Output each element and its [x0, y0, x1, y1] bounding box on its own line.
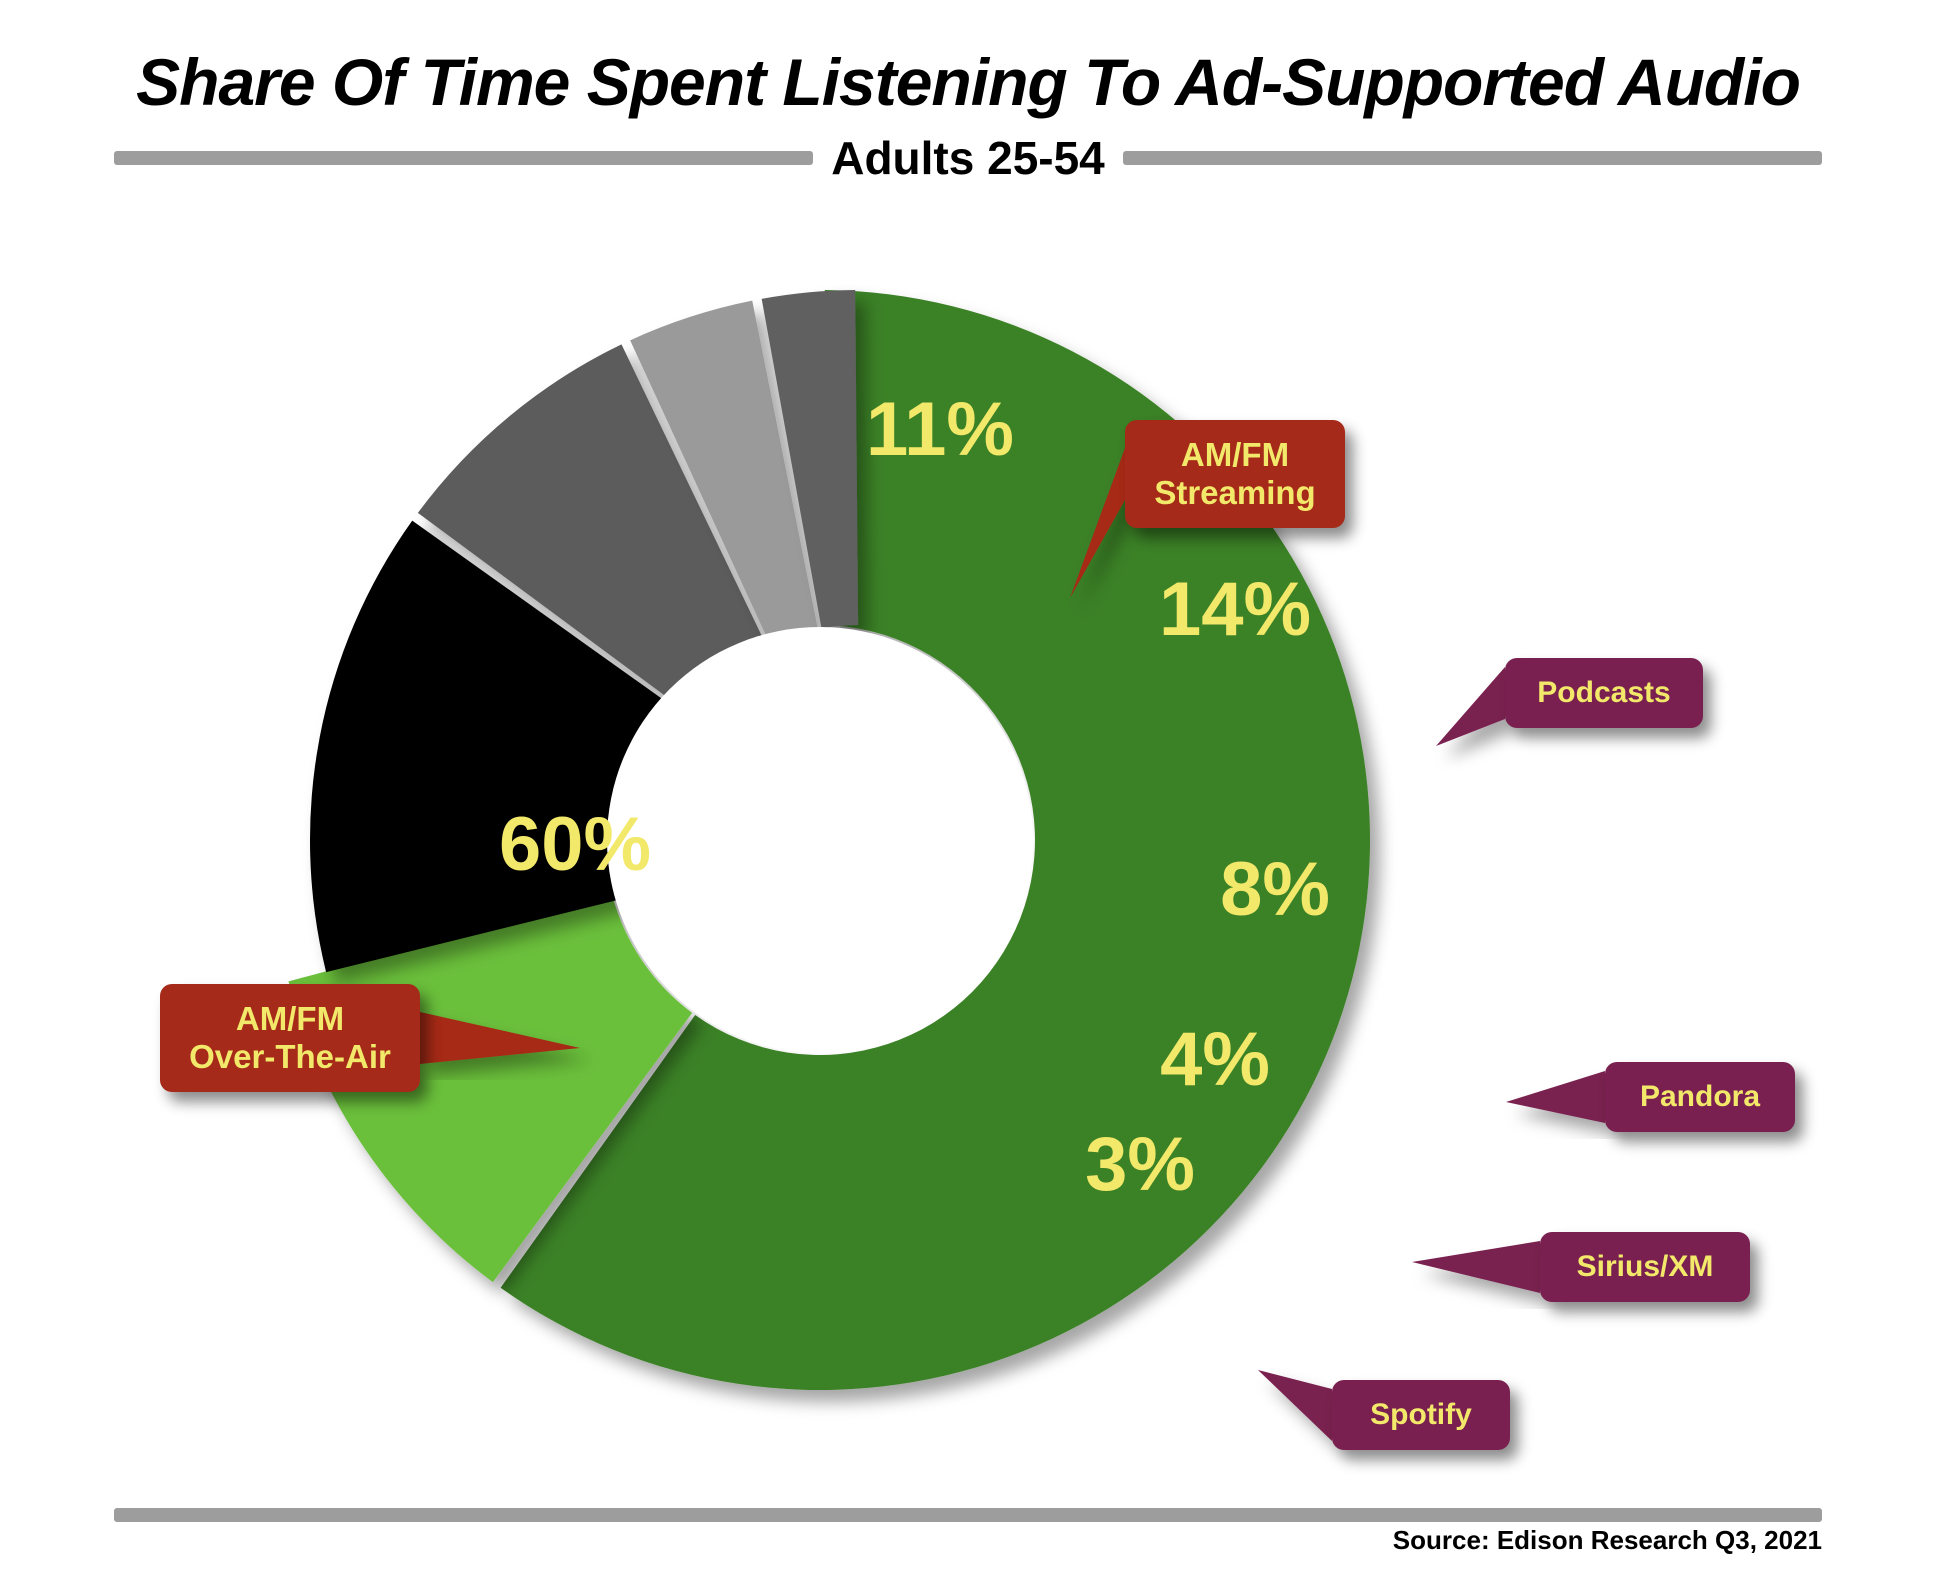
callout-pointer-5	[1258, 1370, 1332, 1441]
rule-bottom	[114, 1508, 1822, 1522]
subtitle-row: Adults 25-54	[114, 134, 1822, 182]
callout-box-5: Spotify	[1332, 1380, 1510, 1450]
callout-box-0: AM/FM Over-The-Air	[160, 984, 420, 1092]
chart-container: Share Of Time Spent Listening To Ad-Supp…	[0, 0, 1936, 1582]
segment-value-0: 60%	[499, 802, 651, 887]
rule-right	[1123, 151, 1822, 165]
callout-box-4: Sirius/XM	[1540, 1232, 1750, 1302]
segment-value-2: 14%	[1159, 567, 1311, 652]
callout-box-3: Pandora	[1605, 1062, 1795, 1132]
segment-value-4: 4%	[1160, 1017, 1270, 1102]
segment-value-3: 8%	[1220, 847, 1330, 932]
source-text: Source: Edison Research Q3, 2021	[1393, 1525, 1822, 1556]
rule-left	[114, 151, 813, 165]
callout-box-1: AM/FM Streaming	[1125, 420, 1345, 528]
segment-value-5: 3%	[1085, 1122, 1195, 1207]
callout-pointer-2	[1436, 667, 1505, 746]
chart-subtitle: Adults 25-54	[813, 131, 1123, 185]
callout-pointer-4	[1412, 1241, 1540, 1293]
chart-title: Share Of Time Spent Listening To Ad-Supp…	[0, 44, 1936, 120]
segment-value-1: 11%	[866, 387, 1014, 472]
callout-box-2: Podcasts	[1505, 658, 1703, 728]
callout-pointer-3	[1506, 1071, 1605, 1123]
donut-hole	[607, 627, 1033, 1053]
